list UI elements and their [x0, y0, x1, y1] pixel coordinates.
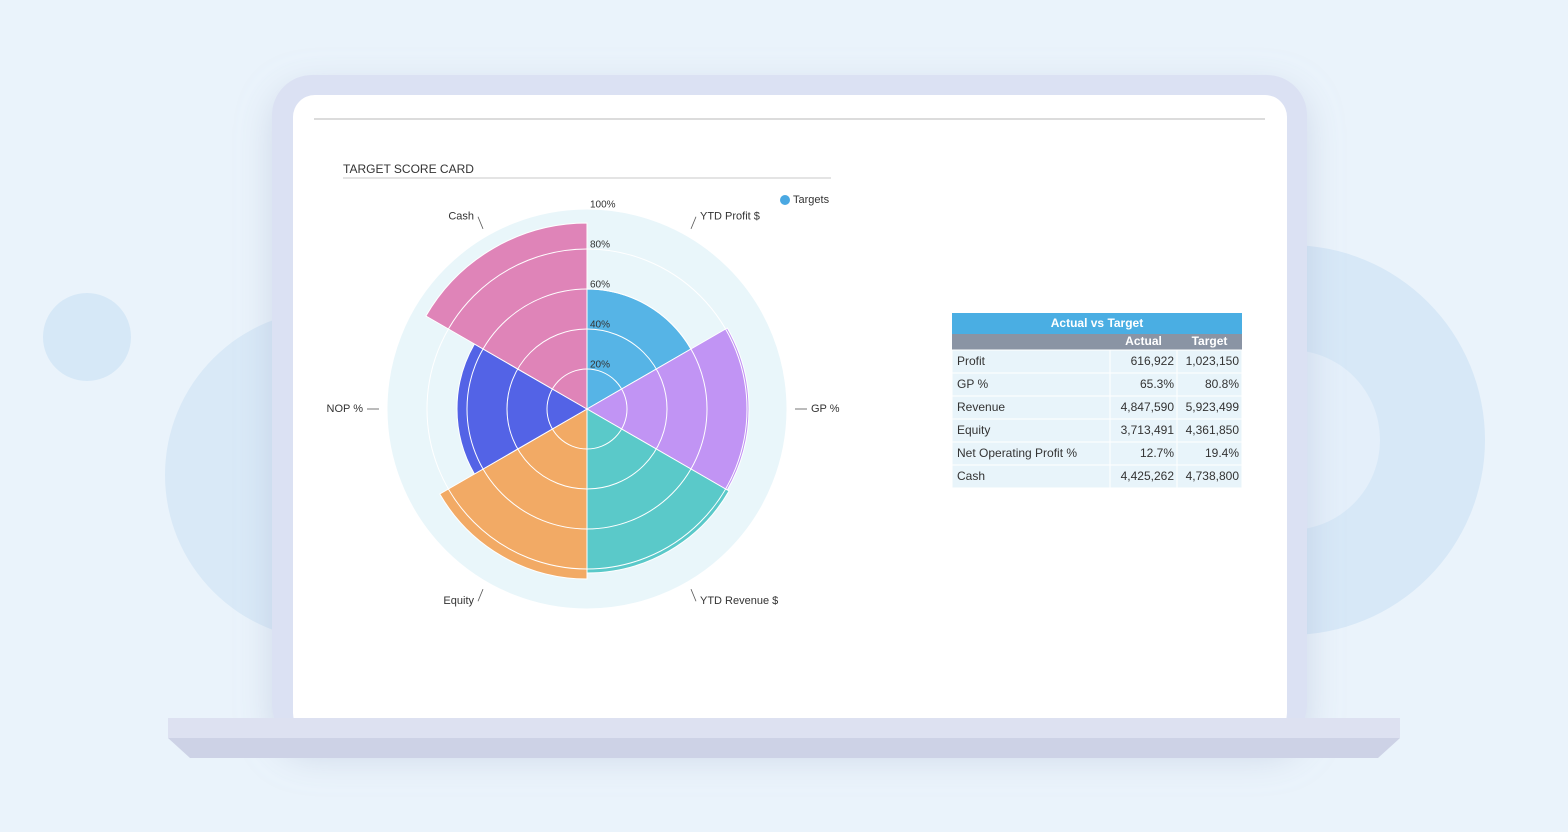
category-label: NOP % — [327, 403, 364, 415]
leader-line — [477, 588, 484, 602]
grid-circle — [386, 208, 788, 610]
cell-value: 616,922 — [1131, 354, 1175, 368]
table-title: Actual vs Target — [1051, 316, 1143, 330]
grid-circle — [546, 368, 628, 450]
row-label: Profit — [957, 354, 986, 368]
cell-value: 65.3% — [1140, 377, 1174, 391]
row-label: Revenue — [957, 400, 1005, 414]
row-label: Net Operating Profit % — [957, 446, 1077, 460]
cell-value: 80.8% — [1205, 377, 1239, 391]
cell-value: 4,425,262 — [1121, 469, 1175, 483]
row-bg — [951, 372, 1243, 397]
sector — [586, 327, 750, 491]
cell-value: 12.7% — [1140, 446, 1174, 460]
column-header: Target — [1192, 334, 1228, 348]
leader-line — [690, 216, 697, 230]
grid-circle — [426, 248, 748, 570]
sector — [586, 408, 730, 574]
row-label: Cash — [957, 469, 985, 483]
r-tick-label: 20% — [590, 360, 610, 371]
r-tick-label: 60% — [590, 280, 610, 291]
row-label: GP % — [957, 377, 988, 391]
category-label: YTD Profit $ — [700, 211, 760, 223]
polar-chart: YTD Profit $ GP % YTD Revenue $ Equity NOP %… — [327, 194, 840, 610]
grid-circle — [466, 288, 708, 530]
table: Actual vs Target Actual Target Profit 616,92… — [951, 313, 1243, 489]
sector — [456, 343, 588, 475]
category-label: Cash — [448, 211, 474, 223]
cell-value: 4,847,590 — [1121, 400, 1175, 414]
category-label: GP % — [811, 403, 840, 415]
category-label: Equity — [443, 595, 474, 607]
cell-value: 4,361,850 — [1186, 423, 1240, 437]
grid-circle — [506, 328, 668, 490]
chart-title: TARGET SCORE CARD — [343, 162, 474, 176]
r-tick-label: 80% — [590, 240, 610, 251]
sector — [425, 222, 588, 410]
laptop-base-top — [168, 718, 1400, 738]
cell-value: 19.4% — [1205, 446, 1239, 460]
legend-marker — [780, 195, 790, 205]
row-label: Equity — [957, 423, 990, 437]
r-tick-label: 100% — [590, 200, 616, 211]
row-bg — [951, 464, 1243, 489]
column-header: Actual — [1125, 334, 1162, 348]
cell-value: 5,923,499 — [1186, 400, 1240, 414]
category-label: YTD Revenue $ — [700, 595, 778, 607]
table-header-bg — [952, 334, 1242, 350]
leader-line — [690, 588, 697, 602]
cell-value: 3,713,491 — [1121, 423, 1175, 437]
sector — [439, 408, 588, 580]
r-tick-label: 40% — [590, 320, 610, 331]
decor-circle — [43, 293, 131, 381]
legend-label: Targets — [793, 194, 830, 206]
table-title-bg — [952, 313, 1242, 334]
leader-line — [477, 216, 484, 230]
cell-value: 4,738,800 — [1186, 469, 1240, 483]
cell-value: 1,023,150 — [1186, 354, 1240, 368]
